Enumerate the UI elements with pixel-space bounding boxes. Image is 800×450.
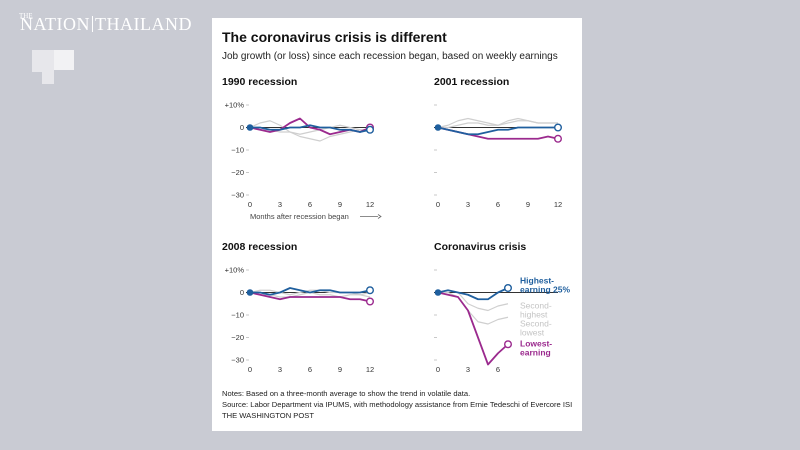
start-point: [434, 124, 442, 131]
x-tick-label: 12: [366, 200, 374, 209]
y-tick-label: −30: [231, 191, 244, 200]
series-line-highest: [437, 287, 509, 301]
x-tick-label: 12: [554, 200, 562, 209]
end-point-highest: [365, 125, 374, 134]
y-tick-label: +10%: [225, 266, 245, 275]
series-label-highest: Highest-: [520, 276, 554, 286]
panel-title-2001: 2001 recession: [434, 76, 510, 88]
end-point-highest: [365, 286, 374, 295]
chart-2001-recession: 0 3 6 9 12: [434, 104, 562, 209]
series-label-second-lowest: Second-: [520, 318, 552, 328]
start-point: [246, 289, 254, 296]
x-tick-label: 6: [308, 365, 312, 374]
x-tick-label: 12: [366, 365, 374, 374]
nation-thailand-logo: THE NATION THAILAND: [19, 12, 192, 35]
end-point-lowest: [553, 134, 562, 143]
x-tick-label: 0: [436, 200, 440, 209]
decor-square: [42, 72, 54, 84]
y-tick-label: −10: [231, 146, 244, 155]
chart-card: The coronavirus crisis is different Job …: [212, 18, 582, 431]
x-tick-label: 3: [278, 200, 282, 209]
series-line-lowest: [249, 291, 371, 303]
x-axis-label: Months after recession began: [250, 212, 349, 221]
panel-title-2008: 2008 recession: [222, 241, 298, 253]
logo-the: THE: [19, 12, 33, 20]
credit-line: THE WASHINGTON POST: [222, 411, 314, 420]
chart-2008-recession: +10% 0 −10 −20 −30 0 3 6 9 12: [225, 266, 375, 375]
notes-line: Notes: Based on a three-month average to…: [222, 389, 471, 398]
series-line-second-lowest: [438, 291, 509, 325]
series-label-lowest: Lowest-: [520, 339, 552, 349]
decor-square: [54, 50, 74, 70]
series-line-second: [249, 120, 370, 142]
chart-coronavirus-crisis: 0 3 6 Highest-earning 25% Second-highestSeco…: [434, 269, 571, 374]
y-tick-label: −10: [231, 311, 244, 320]
series-label-second: Second-: [520, 300, 552, 310]
end-point-lowest: [503, 340, 512, 349]
y-tick-label: 0: [240, 288, 244, 297]
y-tick-label: −30: [231, 356, 244, 365]
x-tick-label: 9: [338, 365, 342, 374]
x-tick-label: 9: [526, 200, 530, 209]
series-line-highest: [437, 126, 558, 136]
x-tick-label: 6: [496, 365, 500, 374]
series-label-highest: earning 25%: [520, 285, 571, 295]
source-line: Source: Labor Department via IPUMS, with…: [222, 400, 573, 409]
x-tick-label: 3: [278, 365, 282, 374]
logo-nation: NATION: [20, 14, 90, 34]
y-tick-label: −20: [231, 168, 244, 177]
start-point: [434, 289, 442, 296]
series-line-highest: [250, 287, 371, 296]
decor-square: [32, 50, 54, 72]
x-tick-label: 0: [248, 200, 252, 209]
y-tick-label: −20: [231, 333, 244, 342]
chart-title: The coronavirus crisis is different: [222, 29, 447, 45]
x-tick-label: 0: [248, 365, 252, 374]
x-tick-label: 6: [308, 200, 312, 209]
series-line-second-lowest: [438, 120, 558, 129]
x-tick-label: 3: [466, 365, 470, 374]
chart-1990-recession: +10% 0 −10 −20 −30 0 3 6 9 12 Months after recessi…: [225, 101, 382, 221]
chart-subtitle: Job growth (or loss) since each recessio…: [222, 51, 558, 62]
end-point-highest: [503, 284, 512, 293]
y-tick-label: 0: [240, 123, 244, 132]
x-tick-label: 3: [466, 200, 470, 209]
start-point: [246, 124, 254, 131]
x-tick-label: 0: [436, 365, 440, 374]
x-tick-label: 6: [496, 200, 500, 209]
x-axis-arrowhead: [377, 214, 382, 219]
end-point-lowest: [365, 297, 374, 306]
series-label-second: highest: [520, 309, 548, 319]
series-line-lowest: [437, 291, 509, 366]
panel-title-coronavirus: Coronavirus crisis: [434, 241, 527, 253]
series-line-highest: [250, 124, 371, 133]
series-label-second-lowest: lowest: [520, 327, 545, 337]
x-tick-label: 9: [338, 200, 342, 209]
y-tick-label: +10%: [225, 101, 245, 110]
logo-separator: [92, 16, 93, 32]
end-point-highest: [553, 123, 562, 132]
series-label-lowest: earning: [520, 348, 551, 358]
chart-notes: Notes: Based on a three-month average to…: [222, 388, 582, 421]
panel-title-1990: 1990 recession: [222, 76, 298, 88]
logo-thailand: THAILAND: [95, 14, 192, 34]
